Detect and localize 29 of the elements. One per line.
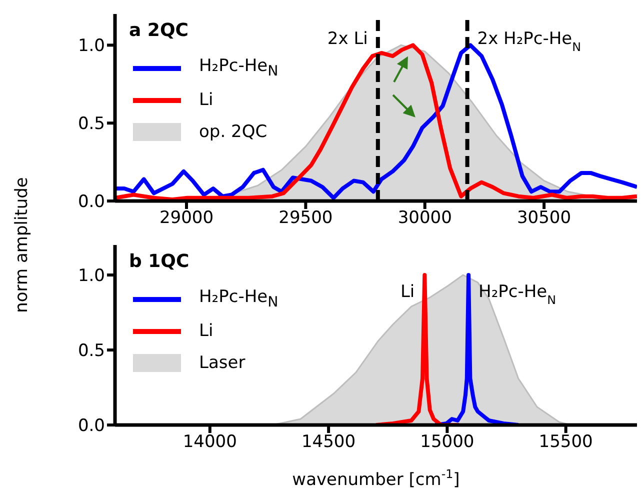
legend-label: Laser xyxy=(199,353,246,373)
ref-line-label: 2x Li xyxy=(327,29,368,49)
x-tick-label: 15000 xyxy=(420,432,474,452)
legend-label: H₂Pc-He$_{N}$ xyxy=(199,287,278,311)
y-tick-label: 1.0 xyxy=(78,266,105,286)
line-series xyxy=(374,273,462,425)
legend-label: op. 2QC xyxy=(199,122,268,142)
x-tick-label: 14500 xyxy=(302,432,356,452)
y-tick-label: 0.5 xyxy=(78,341,105,362)
y-axis-title: norm amplitude xyxy=(12,177,32,313)
legend-label: H₂Pc-He$_{N}$ xyxy=(199,56,278,80)
x-axis-title: wavenumber [cm$^{-1}$] xyxy=(292,467,460,489)
y-tick-label: 0.5 xyxy=(78,114,105,134)
x-tick-label: 29500 xyxy=(278,208,333,228)
x-tick-label: 14000 xyxy=(182,432,237,452)
y-tick-label: 1.0 xyxy=(78,36,105,56)
annotation: H₂Pc-He$_{N}$ xyxy=(478,282,556,307)
ref-line-label: 2x H₂Pc-He$_{N}$ xyxy=(477,29,582,54)
chart-title: b 1QC xyxy=(129,251,190,273)
chart-title: a 2QC xyxy=(129,20,188,42)
x-tick-label: 30000 xyxy=(398,208,452,228)
y-tick-label: 0.0 xyxy=(78,192,105,212)
y-tick-label: 0.0 xyxy=(78,416,105,436)
annotation: Li xyxy=(400,282,415,302)
x-tick-label: 29000 xyxy=(159,208,214,228)
x-tick-label: 15500 xyxy=(538,432,593,452)
x-tick-label: 30500 xyxy=(516,208,572,228)
legend-label: Li xyxy=(199,321,214,341)
legend-label: Li xyxy=(199,90,214,110)
